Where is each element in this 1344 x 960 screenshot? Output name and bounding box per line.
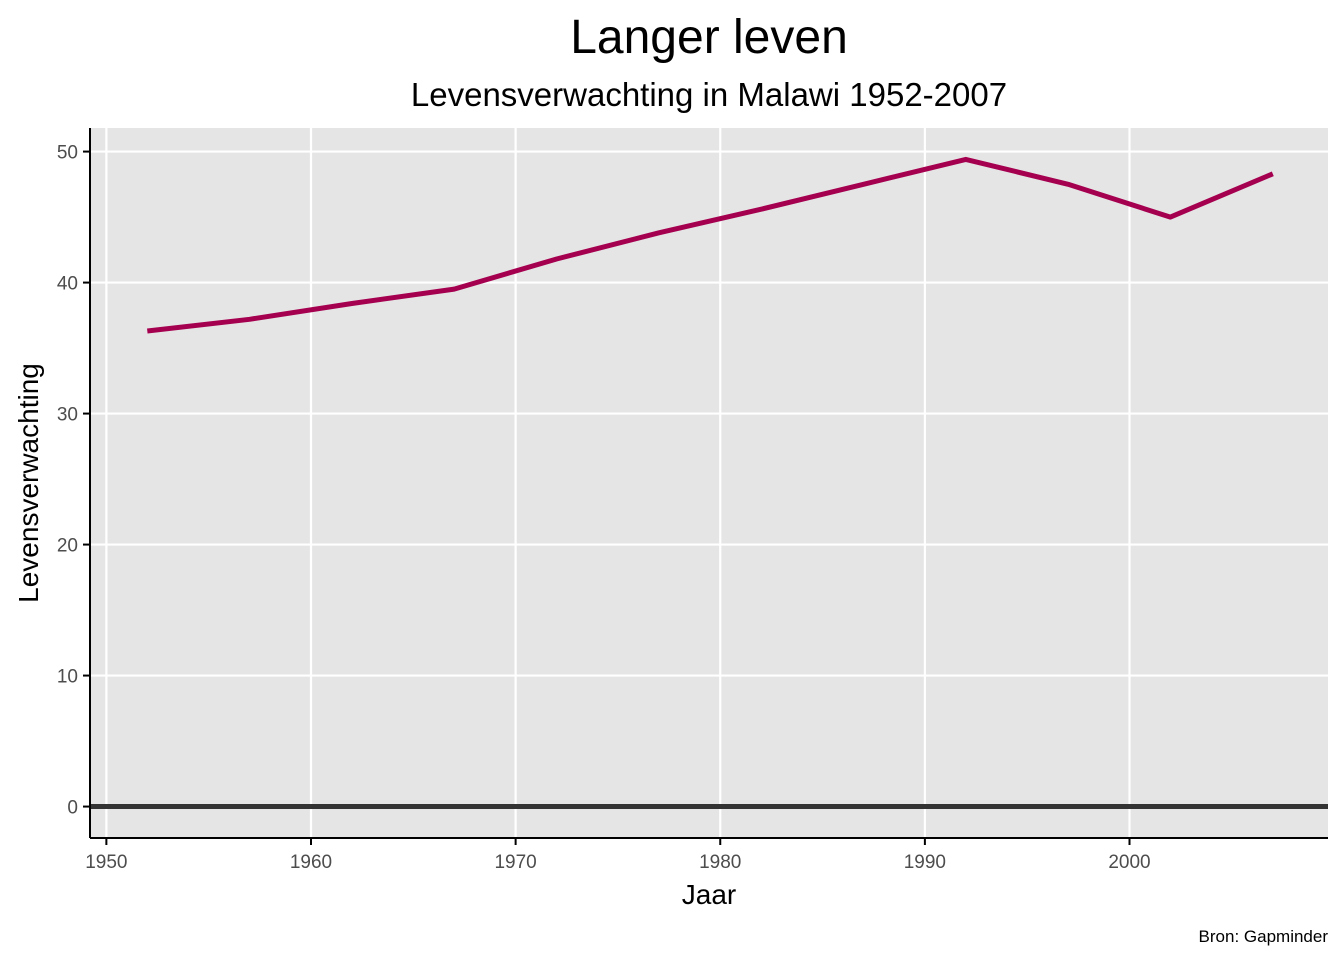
- y-axis-title: Levensverwachting: [13, 363, 44, 603]
- y-tick-label: 10: [57, 667, 78, 688]
- y-tick-label: 30: [57, 405, 78, 426]
- x-axis-ticks: 1950 1960 1970 1980 1990 2000: [85, 838, 1151, 873]
- x-tick-label: 1960: [290, 852, 332, 873]
- y-tick-label: 50: [57, 143, 78, 164]
- vertical-gridlines: [105, 128, 1131, 838]
- y-tick-label: 40: [57, 274, 78, 295]
- x-tick-label: 1990: [904, 852, 946, 873]
- chart-subtitle: Levensverwachting in Malawi 1952-2007: [411, 76, 1007, 113]
- x-tick-label: 2000: [1108, 852, 1150, 873]
- x-tick-label: 1980: [699, 852, 741, 873]
- plot-panel: [90, 128, 1328, 838]
- y-tick-label: 20: [57, 536, 78, 557]
- x-tick-label: 1950: [85, 852, 127, 873]
- chart-title: Langer leven: [570, 11, 848, 64]
- y-tick-label: 0: [67, 798, 78, 819]
- x-tick-label: 1970: [494, 852, 536, 873]
- y-axis-ticks: 0 10 20 30 40 50: [57, 143, 90, 819]
- source-caption: Bron: Gapminder: [1199, 927, 1329, 946]
- series-line-malawi: [147, 156, 1274, 334]
- x-axis-title: Jaar: [682, 879, 736, 910]
